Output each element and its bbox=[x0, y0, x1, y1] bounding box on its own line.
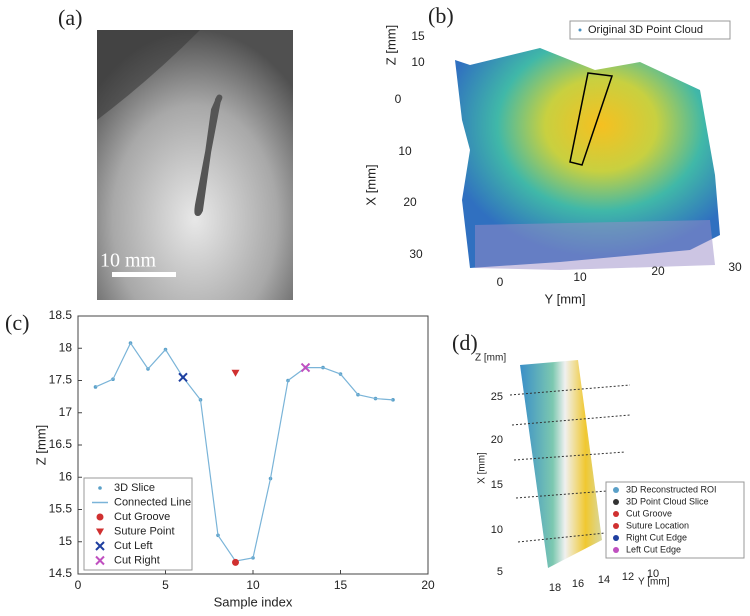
y-tick-label: 0 bbox=[497, 275, 504, 289]
z-tick-label: 15 bbox=[411, 29, 425, 43]
series-line bbox=[95, 341, 394, 562]
legend-label: Cut Groove bbox=[626, 508, 672, 518]
legend-label: Cut Left bbox=[114, 540, 153, 552]
legend-marker bbox=[95, 555, 105, 566]
plot: 14.5 15 15.5 16 16.5 17 17.5 18 18.5 0 5 10 15 20 Samp… bbox=[33, 308, 435, 609]
y-tick-label: 14.5 bbox=[49, 566, 73, 580]
y-tick-label: 10 bbox=[573, 270, 587, 284]
y-tick-label: 15 bbox=[59, 534, 73, 548]
scale-bar-label: 10 mm bbox=[100, 250, 157, 272]
y-tick-label: 18.5 bbox=[49, 308, 73, 322]
axis-label: Y [mm] bbox=[638, 577, 670, 588]
x-tick-label: 5 bbox=[497, 566, 503, 578]
incision bbox=[194, 94, 223, 217]
y-tick-label: 12 bbox=[622, 571, 634, 583]
panel-label: (b) bbox=[428, 3, 454, 28]
point-cloud-sparse bbox=[475, 220, 715, 270]
legend-label: 3D Point Cloud Slice bbox=[626, 496, 709, 506]
axis-label: X [mm] bbox=[363, 164, 378, 205]
legend-marker bbox=[613, 511, 619, 517]
point bbox=[231, 369, 240, 377]
panel-label: (c) bbox=[5, 310, 29, 335]
y-tick-label: 30 bbox=[728, 260, 742, 274]
y-axis-label: Z [mm] bbox=[33, 425, 48, 465]
x-tick-label: 0 bbox=[75, 578, 82, 592]
x-axis-label: Sample index bbox=[214, 594, 293, 609]
y-tick-label: 15.5 bbox=[49, 502, 73, 516]
axis-label: Z [mm] bbox=[475, 353, 506, 364]
legend-label: Left Cut Edge bbox=[626, 544, 681, 554]
legend-marker bbox=[613, 523, 619, 529]
axis-label: X [mm] bbox=[477, 452, 488, 484]
legend-marker bbox=[578, 28, 582, 32]
x-tick-label: 10 bbox=[246, 578, 260, 592]
slice-line bbox=[517, 531, 616, 543]
point-cloud bbox=[455, 48, 720, 268]
legend-label: Original 3D Point Cloud bbox=[588, 24, 703, 36]
y-tick-label: 17.5 bbox=[49, 373, 73, 387]
legend-marker bbox=[613, 487, 619, 493]
legend-marker bbox=[95, 541, 105, 551]
x-tick-label: 25 bbox=[491, 391, 503, 403]
x-tick-label: 20 bbox=[491, 434, 503, 446]
x-tick-label: 15 bbox=[334, 578, 348, 592]
legend-label: Connected Line bbox=[114, 496, 191, 508]
legend-marker bbox=[613, 547, 619, 553]
legend-label: Suture Location bbox=[626, 520, 689, 530]
roi-surface bbox=[520, 360, 602, 568]
legend-label: Cut Right bbox=[114, 554, 160, 566]
legend-label: Right Cut Edge bbox=[626, 532, 687, 542]
y-tick-label: 16 bbox=[572, 578, 584, 590]
legend-marker bbox=[613, 499, 619, 505]
x-tick-label: 30 bbox=[409, 247, 423, 261]
y-tick-label: 14 bbox=[598, 574, 610, 586]
axis-label: Z [mm] bbox=[383, 25, 398, 65]
legend: 3D Reconstructed ROI 3D Point Cloud Slice… bbox=[613, 484, 717, 554]
axis-label: Y [mm] bbox=[545, 291, 586, 306]
y-tick-label: 18 bbox=[59, 340, 73, 354]
legend-label: Suture Point bbox=[114, 525, 175, 537]
panel-label: (d) bbox=[452, 330, 478, 355]
point bbox=[300, 362, 311, 373]
slice-line bbox=[515, 489, 621, 499]
y-tick-label: 10 bbox=[647, 568, 659, 580]
x-tick-label: 20 bbox=[421, 578, 435, 592]
scale-bar bbox=[112, 272, 176, 277]
x-tick-label: 20 bbox=[403, 195, 417, 209]
point bbox=[391, 398, 395, 402]
slice-line bbox=[509, 384, 631, 396]
legend-box bbox=[83, 477, 193, 571]
x-tick-label: 5 bbox=[162, 578, 169, 592]
slice-line bbox=[513, 451, 626, 461]
legend-label: Cut Groove bbox=[114, 511, 170, 523]
legend-box bbox=[605, 481, 745, 559]
panel-label: (a) bbox=[58, 5, 82, 30]
legend-marker bbox=[96, 513, 104, 521]
legend-marker bbox=[98, 486, 102, 490]
photo-shadow bbox=[97, 30, 200, 120]
point bbox=[232, 558, 239, 566]
legend-marker bbox=[613, 535, 619, 541]
x-tick-label: 15 bbox=[491, 479, 503, 491]
y-tick-label: 18 bbox=[549, 582, 561, 594]
y-tick-label: 16 bbox=[59, 469, 73, 483]
y-tick-label: 16.5 bbox=[49, 437, 73, 451]
point bbox=[178, 372, 188, 382]
x-tick-label: 10 bbox=[491, 524, 503, 536]
y-tick-label: 17 bbox=[59, 405, 73, 419]
x-tick-label: 0 bbox=[395, 92, 402, 106]
legend-label: 3D Reconstructed ROI bbox=[626, 484, 717, 494]
z-tick-label: 10 bbox=[411, 55, 425, 69]
legend-marker bbox=[96, 528, 104, 536]
slices bbox=[509, 384, 631, 543]
legend-label: 3D Slice bbox=[114, 482, 155, 494]
roi-box bbox=[569, 72, 614, 166]
x-tick-label: 10 bbox=[398, 144, 412, 158]
legend-box bbox=[569, 20, 731, 40]
y-tick-label: 20 bbox=[651, 264, 665, 278]
